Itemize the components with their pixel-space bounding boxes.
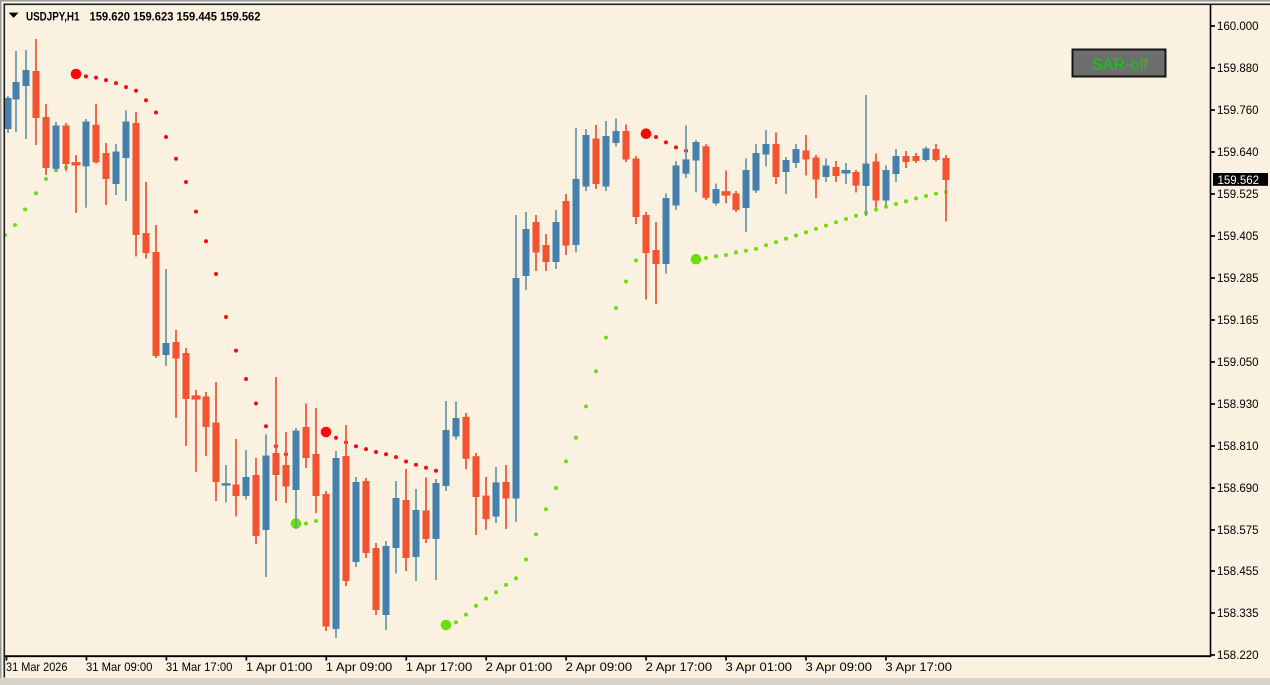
svg-text:158.575: 158.575 [1217,523,1259,537]
svg-text:158.220: 158.220 [1217,648,1259,662]
svg-text:159.405: 159.405 [1217,229,1259,243]
svg-text:31 Mar 17:00: 31 Mar 17:00 [166,660,233,674]
svg-text:158.455: 158.455 [1217,564,1259,578]
svg-text:2 Apr 09:00: 2 Apr 09:00 [566,660,633,674]
svg-text:1 Apr 01:00: 1 Apr 01:00 [246,660,313,674]
svg-text:159.285: 159.285 [1217,271,1259,285]
svg-text:158.690: 158.690 [1217,481,1259,495]
svg-text:159.880: 159.880 [1217,61,1259,75]
svg-text:USDJPY,H1: USDJPY,H1 [26,9,80,23]
svg-text:2 Apr 17:00: 2 Apr 17:00 [646,660,713,674]
svg-text:3 Apr 17:00: 3 Apr 17:00 [885,660,952,674]
svg-text:159.050: 159.050 [1217,355,1259,369]
svg-text:1 Apr 17:00: 1 Apr 17:00 [406,660,473,674]
svg-text:158.930: 158.930 [1217,397,1259,411]
svg-text:3 Apr 09:00: 3 Apr 09:00 [806,660,873,674]
svg-text:2 Apr 01:00: 2 Apr 01:00 [486,660,553,674]
svg-text:31 Mar 09:00: 31 Mar 09:00 [86,660,153,674]
svg-text:158.335: 158.335 [1217,606,1259,620]
svg-text:159.562: 159.562 [1218,173,1260,187]
svg-text:31 Mar 2026: 31 Mar 2026 [6,660,68,674]
svg-text:159.525: 159.525 [1217,187,1259,201]
svg-text:159.760: 159.760 [1217,103,1259,117]
svg-text:1 Apr 09:00: 1 Apr 09:00 [326,660,393,674]
svg-text:159.640: 159.640 [1217,145,1259,159]
svg-text:158.810: 158.810 [1217,439,1259,453]
svg-text:159.165: 159.165 [1217,313,1259,327]
svg-text:159.620 159.623 159.445 159.56: 159.620 159.623 159.445 159.562 [90,9,261,23]
svg-text:3 Apr 01:00: 3 Apr 01:00 [726,660,793,674]
svg-text:SAR-off: SAR-off [1092,57,1148,74]
svg-text:160.000: 160.000 [1217,19,1259,33]
